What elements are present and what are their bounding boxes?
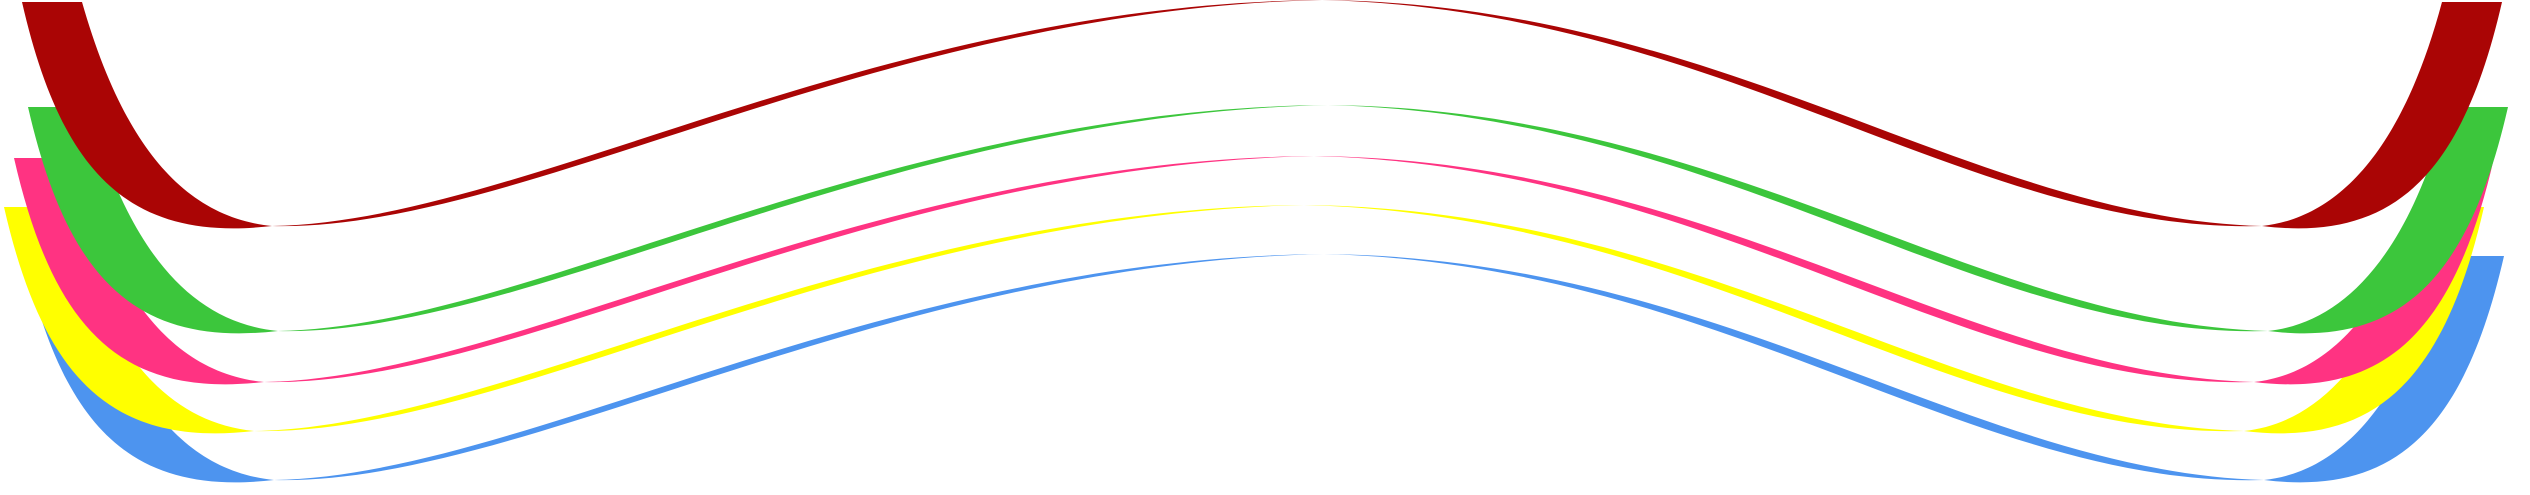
- dark-red-ribbon: [22, 0, 2502, 229]
- pink-ribbon: [14, 156, 2494, 385]
- green-ribbon: [28, 105, 2508, 334]
- yellow-ribbon: [4, 205, 2484, 434]
